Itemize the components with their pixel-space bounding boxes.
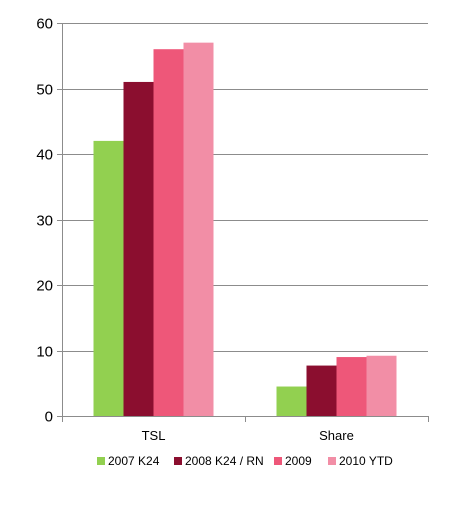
bar-share-series-4	[366, 355, 397, 416]
bar-share-series-1	[276, 386, 307, 416]
legend-label: 2010 YTD	[339, 454, 393, 468]
x-tick-labels: TSL Share	[142, 428, 354, 443]
bar-tsl-series-1	[93, 140, 124, 416]
legend-item: 2010 YTD	[328, 454, 393, 468]
bar-tsl-series-2	[123, 81, 154, 416]
legend-item: 2009	[274, 454, 312, 468]
legend-label: 2007 K24	[108, 454, 160, 468]
axes	[57, 23, 429, 422]
y-tick-label: 30	[36, 213, 53, 230]
legend-item: 2008 K24 / RN	[174, 454, 264, 468]
y-tick-label: 50	[36, 82, 53, 99]
bar-share-series-3	[336, 357, 367, 416]
legend-swatch	[328, 457, 336, 465]
legend-swatch	[174, 457, 182, 465]
bar-tsl-series-3	[153, 49, 184, 416]
y-tick-label: 20	[36, 278, 53, 295]
bars	[93, 42, 397, 417]
y-tick-label: 0	[45, 409, 53, 426]
legend-item: 2007 K24	[97, 454, 160, 468]
legend-label: 2008 K24 / RN	[185, 454, 264, 468]
legend: 2007 K24 2008 K24 / RN 2009 2010 YTD	[97, 454, 393, 468]
y-tick-label: 60	[36, 16, 53, 33]
y-tick-labels: 0 10 20 30 40 50 60	[36, 16, 53, 426]
bar-share-series-2	[306, 365, 337, 416]
legend-swatch	[97, 457, 105, 465]
y-tick-label: 40	[36, 147, 53, 164]
x-tick-label: Share	[319, 428, 354, 443]
x-tick-label: TSL	[142, 428, 166, 443]
bar-tsl-series-4	[183, 42, 214, 417]
y-tick-label: 10	[36, 344, 53, 361]
legend-swatch	[274, 457, 282, 465]
legend-label: 2009	[285, 454, 312, 468]
